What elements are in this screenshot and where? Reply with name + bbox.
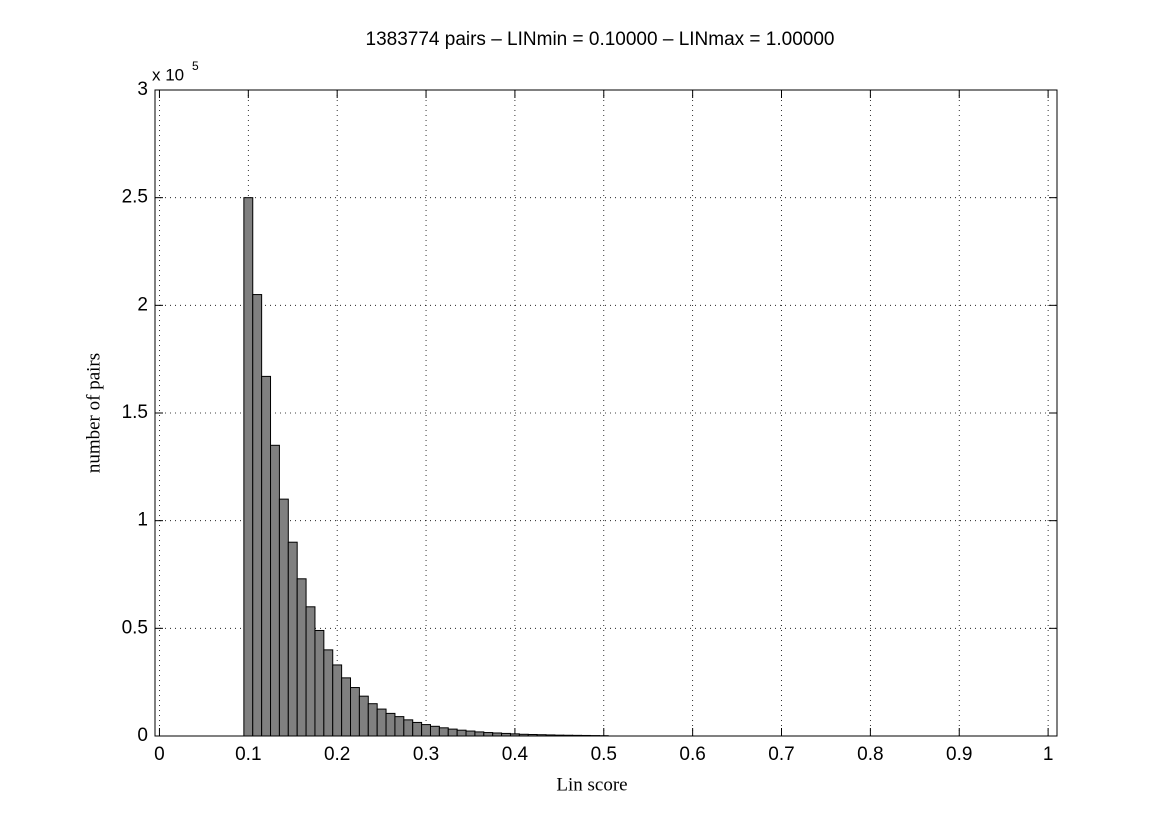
y-tick-label: 2.5 [122,187,148,208]
x-tick-label: 1 [1043,744,1054,765]
bar [385,712,396,737]
bar [412,721,423,737]
bar [323,649,334,737]
x-tick-label: 0.5 [591,744,617,765]
bar [314,629,325,737]
bar [465,730,476,737]
bar [403,719,414,737]
bar [367,703,378,737]
y-tick-label: 1.5 [122,402,148,423]
x-tick-label: 0.6 [679,744,705,765]
bar [243,197,254,737]
y-axis-label: number of pairs [83,353,104,473]
bar [483,732,494,737]
y-tick-label: 1 [137,510,148,531]
bar [278,498,289,737]
x-tick-label: 0.3 [413,744,439,765]
bar [296,578,307,737]
x-tick-label: 0.2 [324,744,350,765]
bar [270,444,280,737]
bar [341,677,352,737]
x-tick-label: 0.4 [502,744,529,765]
bar [350,687,360,737]
bar [376,708,387,737]
y-tick-label: 0.5 [122,617,148,638]
x-tick-label: 0 [154,744,165,765]
bar [456,729,467,737]
x-tick-label: 0.1 [235,744,261,765]
bar [252,294,263,737]
bar [358,695,369,737]
y-tick-label: 3 [137,79,148,100]
bar [438,727,449,737]
bar [421,724,431,737]
bar [261,375,272,737]
plot-area: 0 0.1 0.2 0.3 0.4 0.5 0.6 0.7 0.8 0.9 1 0 0.5 1 1.5 2 2.… [122,79,1058,765]
x-tick-label: 0.7 [768,744,794,765]
x-tick-label: 0.8 [857,744,883,765]
bar [447,728,458,737]
x-axis-label: Lin score [556,774,627,795]
bar [332,664,343,737]
bar [429,725,440,737]
y-tick-label: 0 [137,725,148,746]
y-multiplier-exponent: 5 [192,59,199,73]
chart-title: 1383774 pairs – LINmin = 0.10000 – LINma… [366,29,835,50]
bar [474,731,485,737]
bar [287,541,298,737]
bar [305,606,316,737]
axes-box [154,89,1058,737]
y-tick-label: 2 [137,294,148,315]
bar [394,716,405,737]
y-multiplier: x 10 [152,65,184,84]
x-tick-label: 0.9 [946,744,972,765]
